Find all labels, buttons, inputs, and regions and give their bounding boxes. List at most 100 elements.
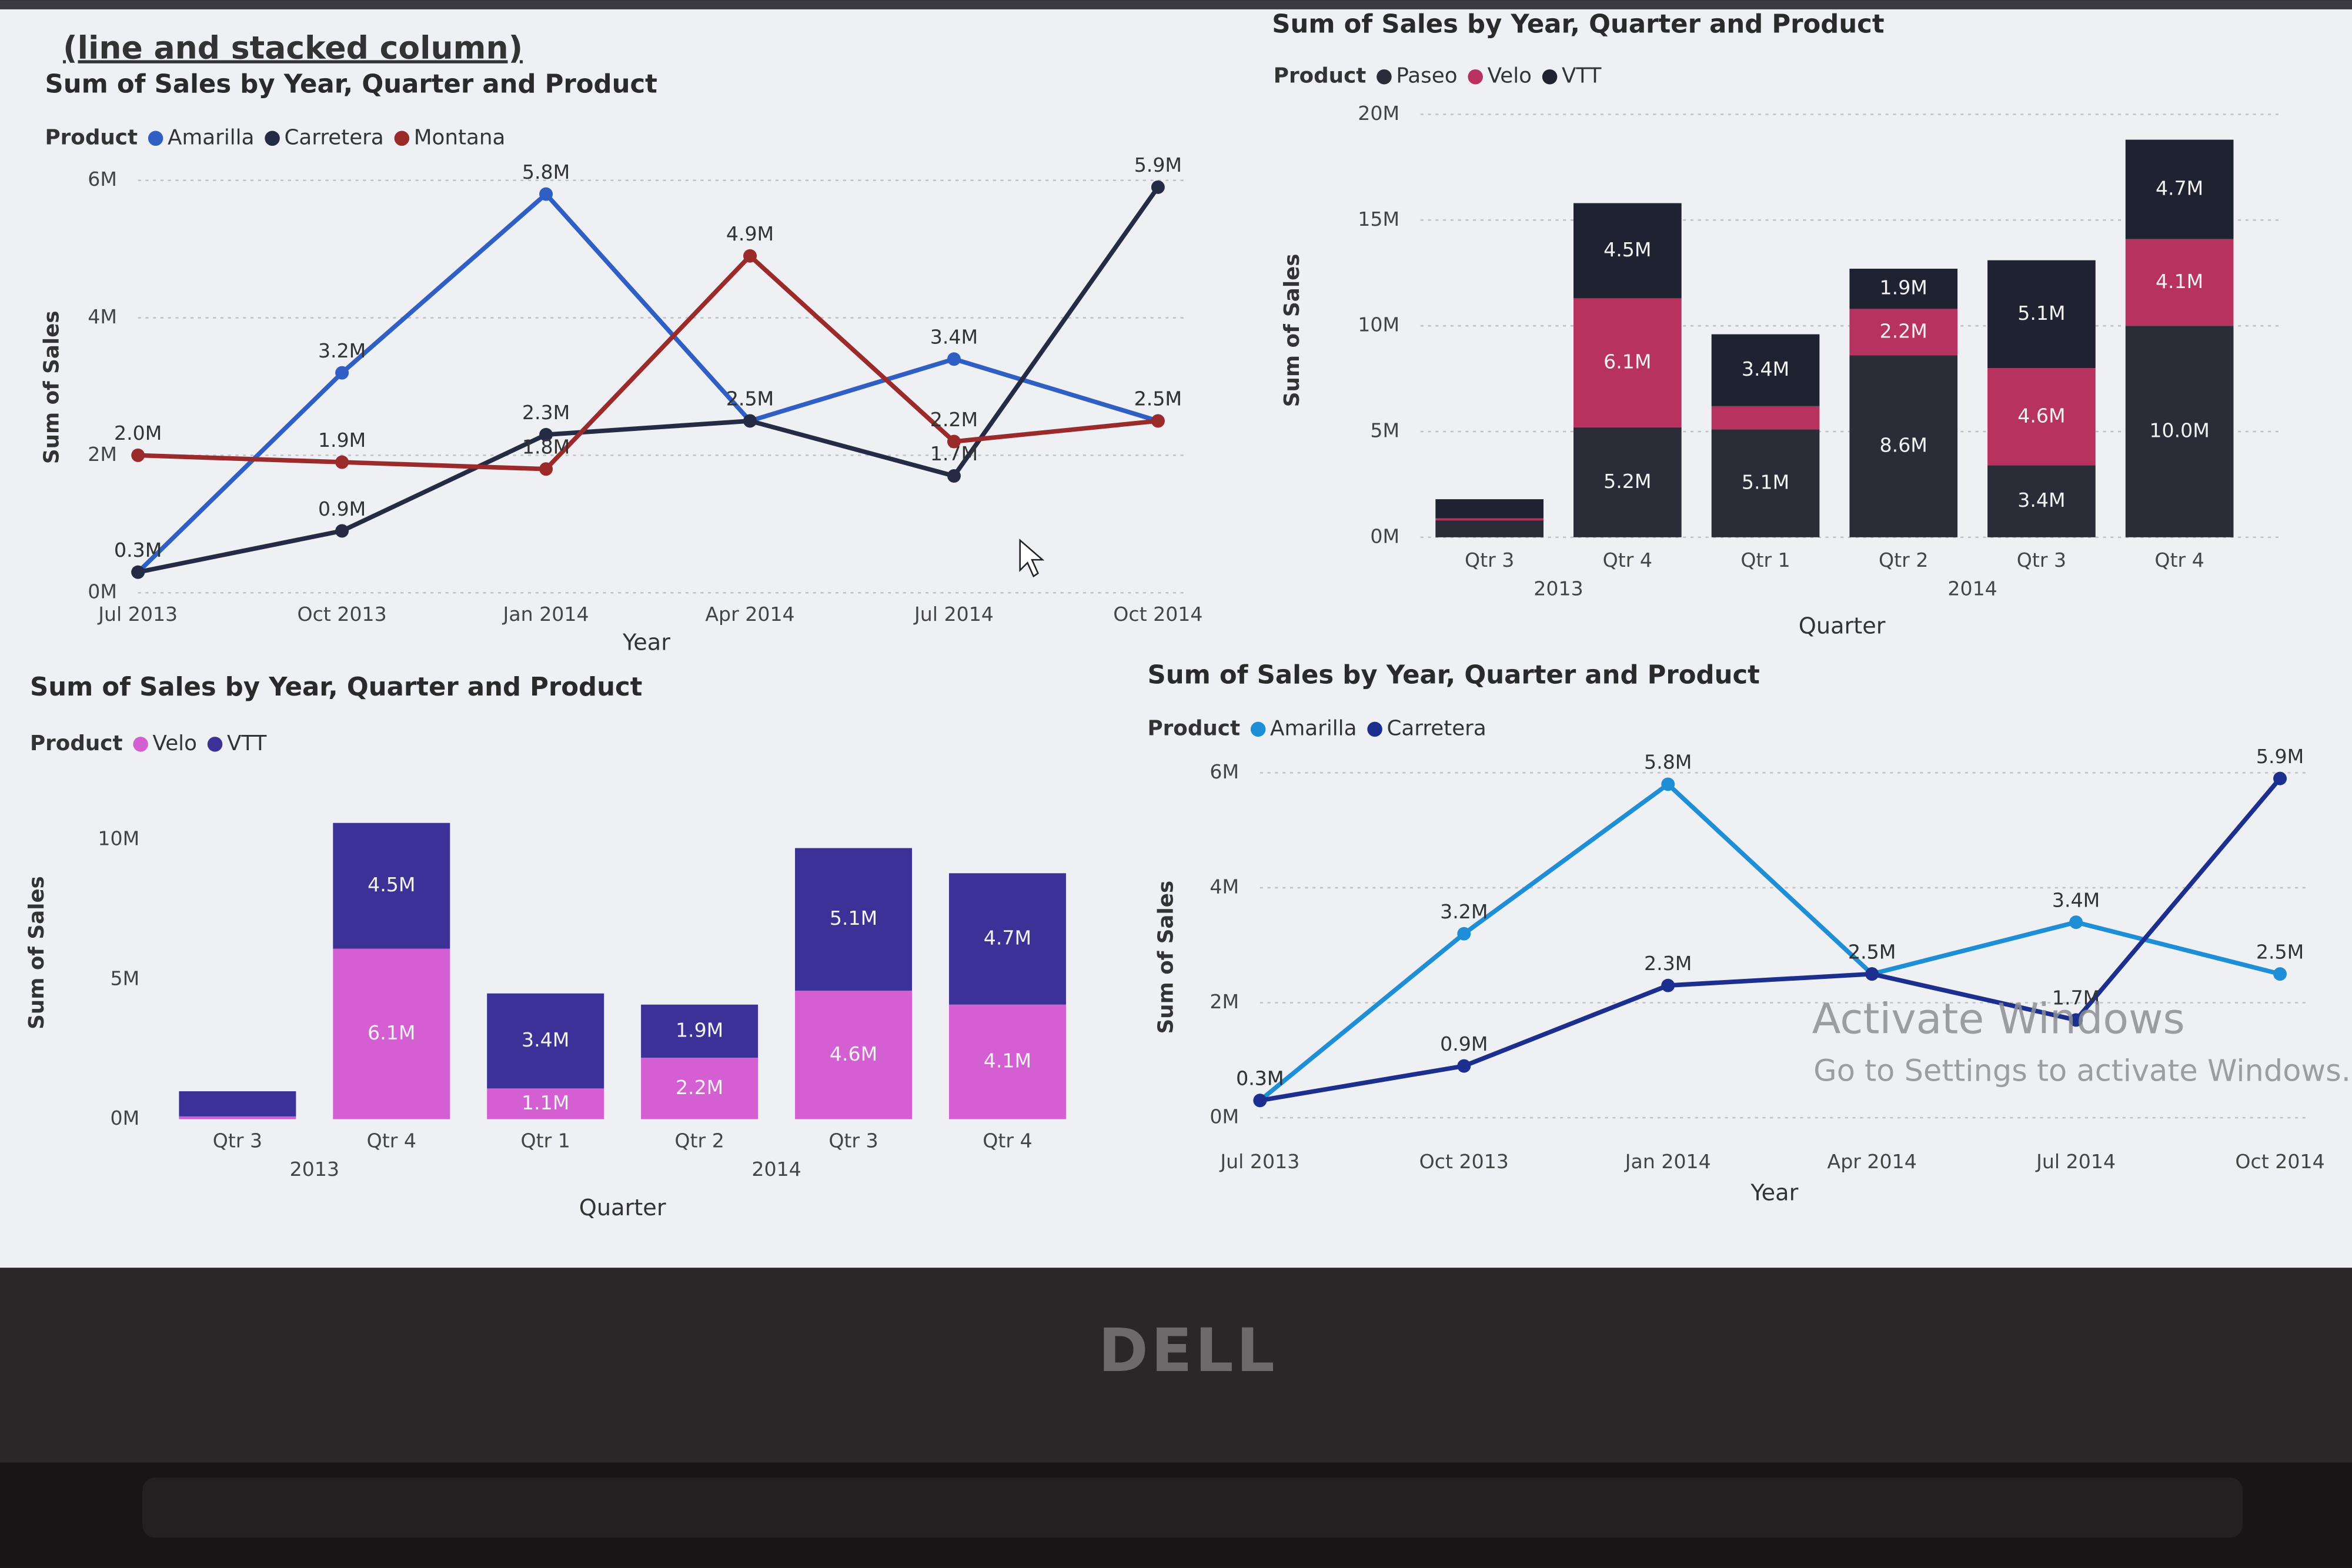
- legend-label: Velo: [1488, 64, 1532, 88]
- legend-title: Product: [30, 731, 123, 755]
- y-tick-label: 6M: [1210, 760, 1239, 783]
- y-tick-label: 5M: [111, 967, 140, 989]
- point: [1457, 1059, 1471, 1073]
- legend-swatch: [133, 737, 148, 752]
- bar-segment: [1711, 429, 1820, 537]
- x-tick-label: Qtr 1: [521, 1129, 570, 1152]
- x-tick-label: Qtr 4: [2154, 549, 2204, 571]
- point: [2069, 915, 2083, 930]
- screen-edge: [0, 0, 2352, 9]
- x-tick-label: Jul 2013: [1219, 1150, 1299, 1173]
- x-axis-title: Quarter: [579, 1195, 666, 1221]
- data-label: 4.6M: [2017, 404, 2065, 427]
- bar-segment: [179, 1116, 296, 1119]
- y-tick-label: 4M: [88, 305, 117, 328]
- point: [1457, 927, 1471, 941]
- y-tick-label: 0M: [1370, 524, 1399, 547]
- point: [1865, 967, 1879, 981]
- legend-swatch: [1542, 69, 1558, 85]
- data-label: 3.2M: [318, 339, 366, 362]
- legend-swatch: [265, 131, 280, 146]
- chart-heading: (line and stacked column): [63, 29, 523, 66]
- bar-segment: [948, 873, 1066, 1005]
- data-label: 0.9M: [318, 497, 366, 520]
- x-tick-label: Qtr 4: [1603, 549, 1652, 571]
- y-tick-label: 4M: [1210, 875, 1239, 898]
- x-tick-label: Qtr 2: [674, 1129, 724, 1152]
- data-label: 3.4M: [522, 1028, 569, 1051]
- data-label: 0.3M: [114, 539, 162, 561]
- legend-title: Product: [1148, 716, 1241, 740]
- y-tick-label: 6M: [88, 168, 117, 190]
- bar-segment: [1435, 499, 1544, 519]
- data-label: 2.5M: [1134, 387, 1182, 410]
- bar-segment: [641, 1004, 759, 1058]
- point: [539, 187, 553, 201]
- bar-segment: [1987, 465, 2096, 537]
- point: [335, 366, 349, 380]
- chart-title: Sum of Sales by Year, Quarter and Produc…: [1148, 661, 1760, 690]
- point: [1253, 1094, 1267, 1108]
- series-line: [136, 190, 1159, 574]
- legend-swatch: [148, 131, 163, 146]
- bar-segment: [333, 823, 450, 949]
- bar-segment: [1573, 298, 1682, 427]
- data-label: 5.8M: [1644, 751, 1692, 774]
- x-tick-label: Qtr 1: [1740, 549, 1790, 571]
- legend-label: Montana: [414, 125, 506, 149]
- point: [2273, 771, 2287, 785]
- x-tick-label: Qtr 3: [828, 1129, 878, 1152]
- chart-panel: (line and stacked column)Sum of Sales by…: [39, 29, 1202, 656]
- x-axis-title: Quarter: [1799, 613, 1886, 639]
- data-label: 1.9M: [318, 429, 366, 452]
- y-tick-label: 0M: [111, 1106, 140, 1129]
- bar-segment: [1849, 355, 1958, 537]
- data-label: 2.0M: [114, 422, 162, 444]
- y-tick-label: 15M: [1358, 208, 1399, 230]
- chart-title: Sum of Sales by Year, Quarter and Produc…: [45, 69, 657, 99]
- y-axis-title: Sum of Sales: [1154, 881, 1178, 1034]
- data-label: 0.3M: [114, 539, 162, 561]
- legend-label: Velo: [153, 731, 197, 755]
- data-label: 2.5M: [1848, 940, 1896, 963]
- y-tick-label: 20M: [1358, 102, 1399, 125]
- data-label: 5.1M: [1742, 471, 1789, 494]
- series-line: [1258, 781, 2281, 1102]
- mouse-cursor: [1019, 539, 1045, 578]
- point: [947, 469, 961, 483]
- legend-swatch: [207, 737, 223, 752]
- data-label: 0.9M: [1440, 1032, 1488, 1055]
- bar-segment: [1711, 334, 1820, 406]
- data-label: 5.2M: [1603, 470, 1651, 493]
- legend-title: Product: [1274, 64, 1367, 88]
- legend-label: Amarilla: [1270, 716, 1357, 740]
- series-line: [1259, 777, 2282, 1103]
- data-label: 2.2M: [676, 1076, 723, 1099]
- bar-segment: [2125, 239, 2234, 326]
- y-tick-label: 2M: [1210, 990, 1239, 1013]
- point: [743, 249, 757, 263]
- legend-swatch: [1377, 69, 1392, 85]
- legend-label: VTT: [227, 731, 267, 755]
- data-label: 10.0M: [2149, 419, 2209, 442]
- bar-segment: [2125, 326, 2234, 537]
- bar-segment: [1987, 260, 2096, 369]
- data-label: 0.3M: [1236, 1067, 1284, 1090]
- legend-label: Carretera: [1387, 716, 1486, 740]
- bar-segment: [487, 1088, 604, 1119]
- data-label: 1.9M: [676, 1018, 723, 1041]
- data-label: 8.6M: [1880, 434, 1927, 457]
- point: [131, 448, 145, 462]
- data-label: 5.8M: [522, 161, 570, 183]
- chart-panel: Sum of Sales by Year, Quarter and Produc…: [1272, 9, 2278, 639]
- bar-segment: [795, 848, 913, 991]
- y-tick-label: 0M: [1210, 1105, 1239, 1128]
- point: [1661, 777, 1675, 791]
- data-label: 2.5M: [726, 387, 774, 410]
- watermark-subtitle: Go to Settings to activate Windows.: [1813, 1054, 2351, 1089]
- x-group-label: 2014: [1947, 577, 1997, 600]
- data-label: 4.9M: [726, 222, 774, 245]
- x-tick-label: Apr 2014: [705, 603, 794, 626]
